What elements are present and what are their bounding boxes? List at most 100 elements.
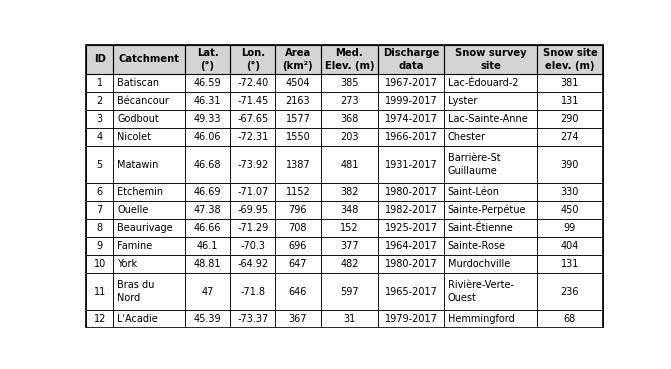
Text: -73.92: -73.92 (237, 159, 268, 170)
Bar (113, 219, 185, 237)
Text: 131: 131 (561, 96, 579, 106)
Bar (185, 146, 230, 183)
Bar (321, 255, 378, 273)
Text: Lac-Édouard-2: Lac-Édouard-2 (448, 78, 518, 88)
Bar (378, 201, 444, 219)
Bar (230, 45, 275, 74)
Text: -71.07: -71.07 (237, 187, 268, 197)
Text: 49.33: 49.33 (194, 114, 221, 124)
Bar (378, 183, 444, 201)
Bar (87, 255, 113, 273)
Bar (87, 45, 113, 74)
Bar (185, 110, 230, 128)
Bar (444, 146, 537, 183)
Bar (87, 74, 603, 92)
Text: 2163: 2163 (286, 96, 310, 106)
Bar (378, 146, 444, 183)
Text: 2: 2 (97, 96, 103, 106)
Bar (87, 183, 113, 201)
Text: 12: 12 (93, 314, 106, 324)
Text: 597: 597 (340, 287, 359, 297)
Bar (87, 219, 603, 237)
Text: 696: 696 (289, 241, 307, 251)
Text: 9: 9 (97, 241, 103, 251)
Bar (537, 74, 603, 92)
Text: 1965-2017: 1965-2017 (384, 287, 437, 297)
Bar (113, 146, 185, 183)
Text: ID: ID (94, 54, 105, 64)
Bar (321, 201, 378, 219)
Bar (185, 92, 230, 110)
Text: Etchemin: Etchemin (117, 187, 163, 197)
Bar (87, 201, 113, 219)
Text: York: York (117, 259, 138, 269)
Text: -67.65: -67.65 (237, 114, 268, 124)
Bar (113, 273, 185, 310)
Text: 647: 647 (289, 259, 307, 269)
Bar (113, 92, 185, 110)
Bar (444, 45, 537, 74)
Text: -70.3: -70.3 (240, 241, 265, 251)
Text: Lon.
(°): Lon. (°) (241, 48, 265, 70)
Text: 1967-2017: 1967-2017 (384, 78, 437, 88)
Text: -71.29: -71.29 (237, 223, 268, 233)
Text: 1387: 1387 (286, 159, 310, 170)
Text: 31: 31 (344, 314, 356, 324)
Text: 1152: 1152 (286, 187, 310, 197)
Bar (378, 45, 444, 74)
Bar (113, 74, 185, 92)
Bar (87, 310, 603, 328)
Bar (444, 92, 537, 110)
Bar (321, 273, 378, 310)
Text: 152: 152 (340, 223, 359, 233)
Bar (230, 219, 275, 237)
Text: Lat.
(°): Lat. (°) (197, 48, 219, 70)
Bar (444, 255, 537, 273)
Bar (230, 273, 275, 310)
Bar (537, 45, 603, 74)
Bar (275, 273, 321, 310)
Bar (230, 237, 275, 255)
Text: -72.31: -72.31 (237, 132, 268, 142)
Text: 7: 7 (97, 205, 103, 215)
Bar (113, 45, 185, 74)
Bar (113, 237, 185, 255)
Text: Snow site
elev. (m): Snow site elev. (m) (543, 48, 597, 70)
Bar (185, 219, 230, 237)
Text: Murdochville: Murdochville (448, 259, 510, 269)
Bar (230, 110, 275, 128)
Bar (87, 110, 113, 128)
Bar (87, 273, 603, 310)
Bar (87, 273, 113, 310)
Bar (185, 201, 230, 219)
Text: 796: 796 (289, 205, 307, 215)
Text: Rivière-Verte-
Ouest: Rivière-Verte- Ouest (448, 280, 514, 303)
Bar (321, 128, 378, 146)
Bar (321, 310, 378, 328)
Bar (275, 146, 321, 183)
Text: Catchment: Catchment (118, 54, 179, 64)
Text: 646: 646 (289, 287, 307, 297)
Text: Area
(km²): Area (km²) (282, 48, 313, 70)
Bar (444, 128, 537, 146)
Bar (230, 255, 275, 273)
Text: 45.39: 45.39 (194, 314, 221, 324)
Bar (230, 310, 275, 328)
Bar (113, 255, 185, 273)
Bar (378, 310, 444, 328)
Text: 4504: 4504 (286, 78, 310, 88)
Bar (87, 310, 113, 328)
Bar (113, 110, 185, 128)
Bar (113, 183, 185, 201)
Text: 367: 367 (289, 314, 307, 324)
Bar (321, 237, 378, 255)
Text: -72.40: -72.40 (237, 78, 268, 88)
Bar (185, 128, 230, 146)
Bar (537, 237, 603, 255)
Bar (275, 92, 321, 110)
Bar (230, 128, 275, 146)
Bar (537, 273, 603, 310)
Bar (275, 110, 321, 128)
Bar (321, 183, 378, 201)
Text: 481: 481 (340, 159, 358, 170)
